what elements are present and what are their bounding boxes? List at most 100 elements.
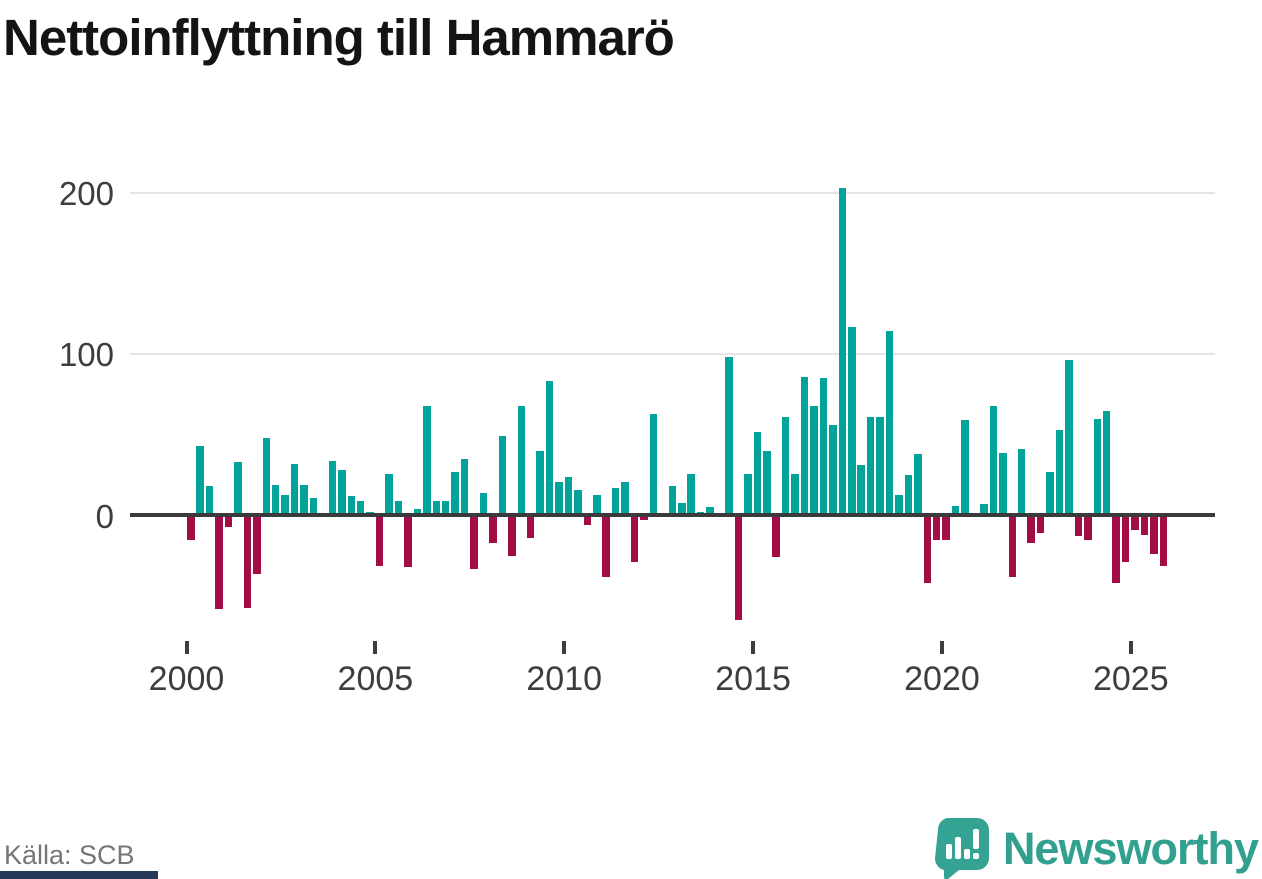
bar-2021-q1 <box>980 504 988 516</box>
x-tick-2025 <box>1128 641 1133 654</box>
bar-2001-q2 <box>234 462 242 516</box>
newsworthy-wordmark: Newsworthy <box>1002 823 1259 874</box>
newsworthy-speech-bubble-barchart-icon <box>934 818 989 879</box>
bar-2022-q4 <box>1046 471 1054 516</box>
bar-2009-q1 <box>526 515 535 539</box>
bar-2013-q1 <box>678 502 686 516</box>
zero-axis-line <box>130 513 1215 517</box>
x-tick-2010 <box>562 641 567 654</box>
bar-2018-q1 <box>866 416 875 516</box>
x-axis-label: 2010 <box>526 660 603 698</box>
bar-2023-q2 <box>1065 360 1073 516</box>
bar-2007-q3 <box>470 515 478 569</box>
bar-2008-q3 <box>508 515 516 556</box>
bar-2019-q2 <box>914 454 922 516</box>
bar-2005-q4 <box>404 515 412 568</box>
bar-2022-q2 <box>1027 515 1035 543</box>
bar-2017-q4 <box>857 465 865 516</box>
bar-2016-q4 <box>819 378 828 516</box>
bar-2008-q1 <box>489 515 497 543</box>
gridline-200 <box>130 191 1215 194</box>
y-axis-label: 200 <box>58 174 114 212</box>
bar-2024-q3 <box>1112 515 1120 584</box>
x-axis-label: 2025 <box>1092 660 1169 698</box>
bar-2023-q4 <box>1084 515 1092 540</box>
y-axis-label: 0 <box>95 497 114 535</box>
bar-2019-q1 <box>904 475 913 516</box>
bar-2004-q1 <box>338 470 346 516</box>
bar-2010-q4 <box>593 494 601 516</box>
bar-2016-q2 <box>800 376 809 516</box>
bar-2020-q1 <box>942 515 950 540</box>
bar-2010-q1 <box>564 476 573 516</box>
bar-2019-q4 <box>932 515 941 540</box>
bar-2011-q2 <box>611 488 620 516</box>
bar-2014-q2 <box>725 357 733 516</box>
footer-strip <box>0 871 158 879</box>
bar-2000-q2 <box>196 446 204 516</box>
bar-2024-q4 <box>1121 515 1130 563</box>
bar-2011-q3 <box>621 481 629 516</box>
bar-2010-q2 <box>574 489 582 516</box>
bar-2018-q3 <box>885 331 894 516</box>
bar-2008-q2 <box>498 436 507 516</box>
bar-2025-q2 <box>1140 515 1149 535</box>
bar-2011-q4 <box>630 515 639 563</box>
x-axis-label: 2015 <box>715 660 791 698</box>
bar-2007-q4 <box>479 492 488 516</box>
bar-2006-q1 <box>413 509 422 516</box>
bar-2000-q4 <box>215 515 223 610</box>
x-tick-2015 <box>751 641 756 654</box>
source-text: Källa: SCB <box>4 840 135 870</box>
bar-2015-q3 <box>772 515 780 558</box>
bar-2018-q4 <box>895 494 903 516</box>
bar-2024-q2 <box>1102 410 1111 516</box>
bar-2003-q2 <box>309 497 318 516</box>
bar-2024-q1 <box>1093 418 1102 516</box>
bar-2014-q3 <box>734 515 743 621</box>
y-axis-label: 100 <box>58 336 114 373</box>
bar-2008-q4 <box>517 405 525 516</box>
page-title: Nettoinflyttning till Hammarö <box>3 9 675 66</box>
bar-2004-q2 <box>347 496 356 516</box>
bar-2002-q2 <box>271 484 280 516</box>
bar-2025-q1 <box>1131 515 1139 531</box>
bar-2022-q1 <box>1017 449 1026 516</box>
bar-2015-q2 <box>763 450 771 516</box>
bar-2001-q1 <box>224 515 233 527</box>
bar-2002-q1 <box>262 437 271 516</box>
bar-2000-q3 <box>205 486 214 516</box>
bar-2016-q3 <box>810 405 818 516</box>
bar-2017-q2 <box>838 187 847 516</box>
bar-2015-q1 <box>753 431 762 516</box>
bar-2019-q3 <box>923 515 932 584</box>
bar-2006-q3 <box>432 500 441 516</box>
bar-2023-q3 <box>1074 515 1083 537</box>
bar-2006-q2 <box>423 405 431 516</box>
x-tick-2000 <box>184 641 189 654</box>
bar-2017-q3 <box>848 326 856 516</box>
bar-2001-q4 <box>253 515 261 574</box>
bar-2020-q2 <box>951 505 960 516</box>
bar-2016-q1 <box>791 473 799 516</box>
bar-2022-q3 <box>1036 515 1045 534</box>
bar-2021-q3 <box>999 452 1007 516</box>
bar-2006-q4 <box>441 500 450 516</box>
bar-2003-q4 <box>328 460 337 516</box>
bar-2009-q3 <box>545 381 554 516</box>
bar-2004-q3 <box>356 500 365 516</box>
bar-2012-q4 <box>668 486 677 516</box>
gridline-100 <box>130 353 1215 355</box>
x-axis-label: 2000 <box>148 660 225 698</box>
bar-2021-q2 <box>989 405 998 516</box>
bar-2014-q4 <box>744 473 752 516</box>
bar-2007-q1 <box>451 471 459 516</box>
x-axis-label: 2020 <box>904 660 980 698</box>
bar-2005-q3 <box>394 500 403 516</box>
bar-2025-q4 <box>1159 515 1168 566</box>
bar-2023-q1 <box>1055 429 1064 516</box>
newsworthy-logo: Newsworthy <box>934 818 1259 879</box>
bar-2020-q3 <box>961 420 969 516</box>
